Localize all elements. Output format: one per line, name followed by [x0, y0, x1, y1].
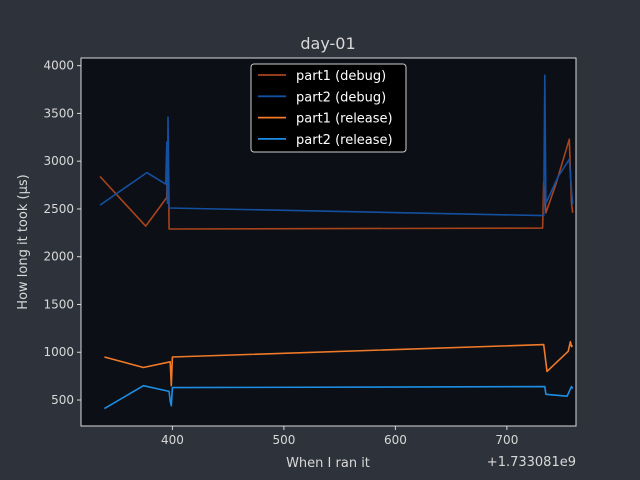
legend-box — [250, 63, 407, 153]
y-tick-label: 1500 — [43, 297, 74, 311]
legend-label-4: part2 (release) — [296, 133, 393, 148]
x-tick-label: 500 — [272, 433, 295, 447]
y-tick-label: 2500 — [43, 202, 74, 216]
axes-frame — [80, 57, 577, 427]
y-axis-label: How long it took (µs) — [16, 174, 31, 309]
series-line-2 — [99, 74, 574, 217]
y-tick-label: 2000 — [43, 250, 74, 264]
y-tick-label: 4000 — [43, 59, 74, 73]
x-tick-label: 400 — [161, 433, 184, 447]
x-axis-label: When I ran it — [286, 456, 370, 471]
ticks-layer: 400 500 600 700 500 1000 1500 2000 2500 3000 3500 4… — [43, 59, 518, 447]
x-tick-label: 600 — [384, 433, 407, 447]
legend: part1 (debug) part2 (debug) part1 (release… — [250, 63, 407, 153]
legend-label-1: part1 (debug) — [296, 69, 386, 84]
y-tick-label: 3500 — [43, 106, 74, 120]
legend-label-3: part1 (release) — [296, 112, 393, 127]
y-tick-label: 500 — [51, 393, 74, 407]
y-tick-label: 3000 — [43, 154, 74, 168]
legend-label-2: part2 (debug) — [296, 90, 386, 105]
x-tick-label: 700 — [495, 433, 518, 447]
series-layer — [99, 74, 574, 410]
series-line-4 — [103, 384, 574, 410]
series-line-3 — [104, 340, 574, 387]
y-tick-label: 1000 — [43, 345, 74, 359]
x-offset-label: +1.733081e9 — [487, 455, 576, 470]
chart-title: day-01 — [300, 34, 355, 53]
